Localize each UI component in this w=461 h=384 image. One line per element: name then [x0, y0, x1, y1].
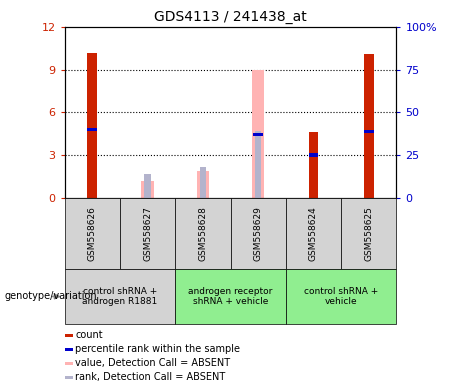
Text: androgen receptor
shRNA + vehicle: androgen receptor shRNA + vehicle [188, 287, 273, 306]
Bar [255, 131, 261, 198]
Bar [308, 154, 319, 157]
Bar [65, 198, 120, 269]
Bar [286, 198, 341, 269]
Bar [364, 54, 374, 198]
Bar [253, 133, 263, 136]
Text: control shRNA +
vehicle: control shRNA + vehicle [304, 287, 378, 306]
Text: control shRNA +
androgen R1881: control shRNA + androgen R1881 [82, 287, 158, 306]
Text: GSM558629: GSM558629 [254, 206, 263, 261]
Bar [65, 348, 73, 351]
Bar [142, 181, 154, 198]
Bar [175, 269, 286, 324]
Bar [87, 128, 97, 131]
Text: GDS4113 / 241438_at: GDS4113 / 241438_at [154, 10, 307, 23]
Bar [197, 171, 209, 198]
Bar [200, 167, 206, 198]
Bar [308, 132, 319, 198]
Bar [120, 198, 175, 269]
Bar [230, 198, 286, 269]
Text: value, Detection Call = ABSENT: value, Detection Call = ABSENT [75, 358, 230, 368]
Bar [65, 362, 73, 365]
Bar [364, 129, 374, 133]
Text: count: count [75, 330, 103, 340]
Bar [65, 376, 73, 379]
Bar [341, 198, 396, 269]
Text: GSM558625: GSM558625 [364, 206, 373, 261]
Bar [144, 174, 151, 198]
Text: GSM558627: GSM558627 [143, 206, 152, 261]
Text: GSM558624: GSM558624 [309, 206, 318, 261]
Bar [175, 198, 230, 269]
Text: GSM558628: GSM558628 [198, 206, 207, 261]
Bar [65, 269, 175, 324]
Text: GSM558626: GSM558626 [88, 206, 97, 261]
Text: percentile rank within the sample: percentile rank within the sample [75, 344, 240, 354]
Text: genotype/variation: genotype/variation [5, 291, 97, 301]
Bar [87, 53, 97, 198]
Bar [65, 334, 73, 337]
Bar [286, 269, 396, 324]
Text: rank, Detection Call = ABSENT: rank, Detection Call = ABSENT [75, 372, 225, 382]
Bar [252, 70, 264, 198]
